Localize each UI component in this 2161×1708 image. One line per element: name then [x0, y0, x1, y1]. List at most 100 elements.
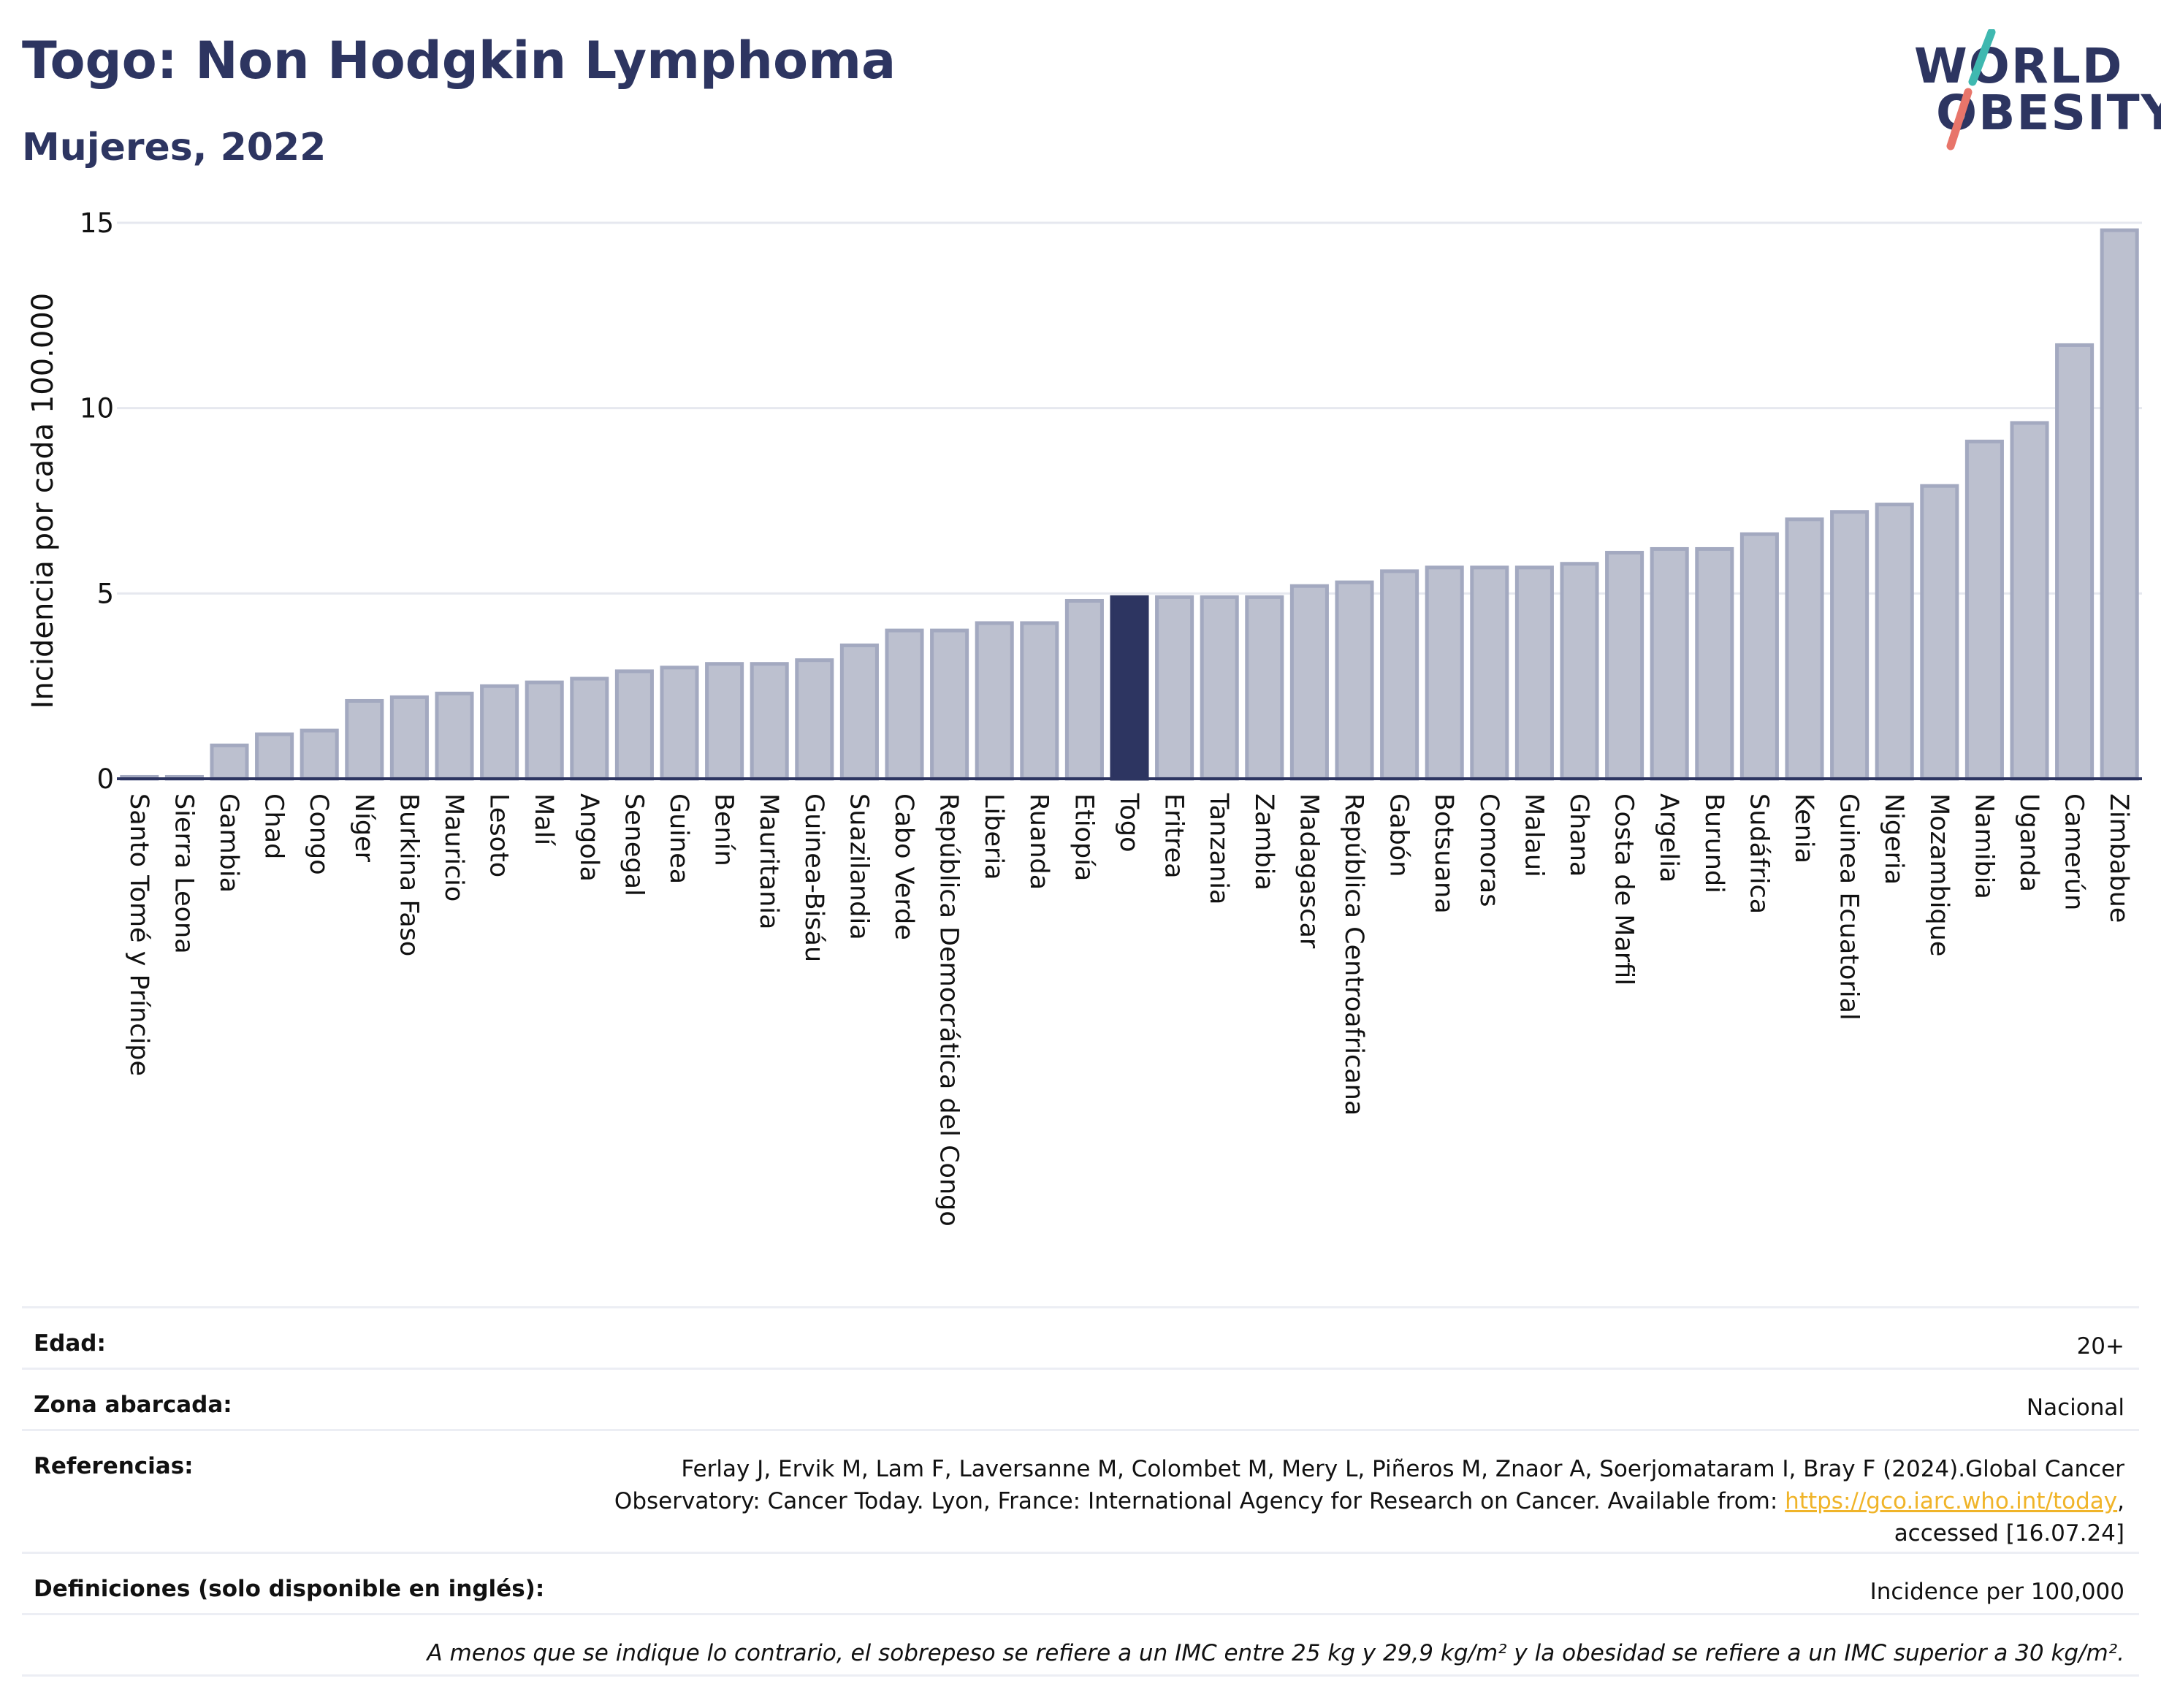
y-tick-label: 5: [96, 578, 114, 609]
bar-guinea: [660, 666, 699, 781]
bar-congo: [300, 728, 339, 781]
references-link[interactable]: https://gco.iarc.who.int/today: [1785, 1488, 2118, 1515]
x-tick-label: República Centroafricana: [1339, 793, 1368, 1116]
bar-madagascar: [1289, 584, 1329, 781]
x-tick-label: Ghana: [1564, 793, 1593, 877]
bar-botsuana: [1425, 565, 1464, 781]
bar-etiop-a: [1064, 598, 1104, 781]
x-tick-label: Guinea: [664, 793, 693, 884]
bar-ghana: [1560, 562, 1599, 781]
references-line-2-end: ,: [2117, 1488, 2124, 1515]
x-tick-label: Mozambique: [1924, 793, 1954, 956]
bar-nigeria: [1875, 503, 1914, 781]
x-tick-label: Namibia: [1969, 793, 1998, 899]
bar-camer-n: [2055, 343, 2095, 781]
age-label: Edad:: [34, 1330, 106, 1357]
x-tick-label: Botsuana: [1429, 793, 1458, 914]
bar-zimbabue: [2100, 228, 2139, 781]
x-tick-label: Guinea Ecuatorial: [1834, 793, 1864, 1021]
x-tick-label: Comoras: [1474, 793, 1503, 907]
references-value: Ferlay J, Ervik M, Lam F, Laversanne M, …: [614, 1453, 2124, 1549]
bar-gambia: [210, 743, 249, 781]
logo-slash-icon: [1946, 29, 1996, 150]
x-tick-label: Níger: [349, 793, 378, 863]
bar-rep-blica-democr-tica-del-congo: [930, 628, 969, 781]
bar-togo: [1110, 595, 1149, 781]
world-obesity-logo: WORLD OBESITY: [1899, 29, 2161, 161]
x-tick-label: Ruanda: [1024, 793, 1053, 890]
x-tick-label: Kenia: [1789, 793, 1818, 863]
bar-mozambique: [1920, 484, 1959, 781]
bar-argelia: [1650, 546, 1689, 781]
bar-gab-n: [1380, 569, 1419, 781]
x-tick-label: Uganda: [2014, 793, 2043, 892]
x-tick-label: Benín: [709, 793, 739, 866]
x-tick-label: Cabo Verde: [889, 793, 918, 940]
chart-title: Togo: Non Hodgkin Lymphoma: [22, 31, 896, 91]
area-label: Zona abarcada:: [34, 1392, 232, 1418]
logo-word-obesity: OBESITY: [1936, 85, 2161, 141]
bar-chart: 0 5 10 15 Santo Tomé y Príncipe Sierra Leona…: [26, 207, 2142, 1227]
bar-ruanda: [1020, 621, 1059, 781]
x-tick-label: Camerún: [2059, 793, 2089, 910]
y-tick-label: 0: [96, 763, 114, 795]
x-tick-label: Santo Tomé y Príncipe: [124, 793, 153, 1076]
x-tick-label: Malaui: [1519, 793, 1548, 877]
bar-lesoto: [480, 684, 519, 781]
bar-senegal: [614, 669, 654, 781]
bar-chad: [255, 732, 294, 781]
references-line-1: Ferlay J, Ervik M, Lam F, Laversanne M, …: [681, 1456, 2124, 1482]
references-line-3: accessed [16.07.24]: [1894, 1520, 2124, 1547]
y-axis-ticks: 0 5 10 15: [80, 207, 114, 795]
x-tick-label: Argelia: [1654, 793, 1683, 882]
x-tick-label: Madagascar: [1294, 793, 1323, 949]
x-tick-label: Eritrea: [1159, 793, 1189, 879]
bar-costa-de-marfil: [1605, 551, 1644, 781]
x-tick-label: Angola: [574, 793, 603, 882]
bar-angola: [570, 676, 609, 781]
y-tick-label: 10: [80, 393, 114, 424]
x-tick-label: Suazilandia: [844, 793, 873, 940]
references-label: Referencias:: [34, 1453, 194, 1479]
bar-burundi: [1695, 546, 1734, 781]
meta-row-age: Edad: 20+: [22, 1306, 2139, 1368]
x-tick-label: Tanzania: [1204, 793, 1233, 904]
x-tick-label: Togo: [1114, 793, 1143, 852]
area-value: Nacional: [2026, 1395, 2124, 1421]
bar-cabo-verde: [885, 628, 924, 781]
x-tick-label: Gabón: [1384, 793, 1414, 877]
x-tick-label: Gambia: [214, 793, 243, 893]
x-tick-label: Nigeria: [1879, 793, 1908, 885]
meta-row-note: A menos que se indique lo contrario, el …: [22, 1613, 2139, 1674]
x-tick-label: Mauricio: [439, 793, 468, 901]
x-tick-label: Costa de Marfil: [1609, 793, 1639, 985]
chart-subtitle: Mujeres, 2022: [22, 126, 327, 169]
x-tick-label: Guinea-Bisáu: [799, 793, 828, 962]
bar-kenia: [1785, 517, 1824, 781]
x-tick-label: Congo: [304, 793, 333, 875]
bar-liberia: [975, 621, 1014, 781]
x-tick-label: Lesoto: [484, 793, 514, 877]
x-tick-label: Chad: [259, 793, 289, 859]
table-bottom-rule: [22, 1674, 2139, 1677]
x-tick-label: Liberia: [979, 793, 1008, 880]
bar-guinea-bis-u: [795, 658, 834, 781]
references-line-2: Observatory: Cancer Today. Lyon, France:…: [614, 1488, 1785, 1515]
bar-sud-frica: [1739, 532, 1779, 781]
x-tick-label: Etiopía: [1069, 793, 1098, 881]
meta-row-references: Referencias: Ferlay J, Ervik M, Lam F, L…: [22, 1429, 2139, 1552]
definitions-value: Incidence per 100,000: [1870, 1579, 2124, 1605]
bar-tanzania: [1200, 595, 1239, 781]
chart-bars: [117, 228, 2142, 781]
bar-n-ger: [345, 698, 384, 781]
y-axis-label: Incidencia por cada 100.000: [26, 293, 60, 709]
bar-comoras: [1470, 565, 1509, 781]
x-tick-label: Burkina Faso: [394, 793, 423, 956]
meta-row-definitions: Definiciones (solo disponible en inglés)…: [22, 1552, 2139, 1613]
x-tick-label: Malí: [529, 793, 558, 846]
x-tick-label: Burundi: [1699, 793, 1729, 893]
bar-guinea-ecuatorial: [1830, 510, 1870, 781]
bar-malaui: [1514, 565, 1554, 781]
footnote-text: A menos que se indique lo contrario, el …: [427, 1640, 2124, 1666]
metadata-table: Edad: 20+ Zona abarcada: Nacional Refere…: [22, 1306, 2139, 1677]
